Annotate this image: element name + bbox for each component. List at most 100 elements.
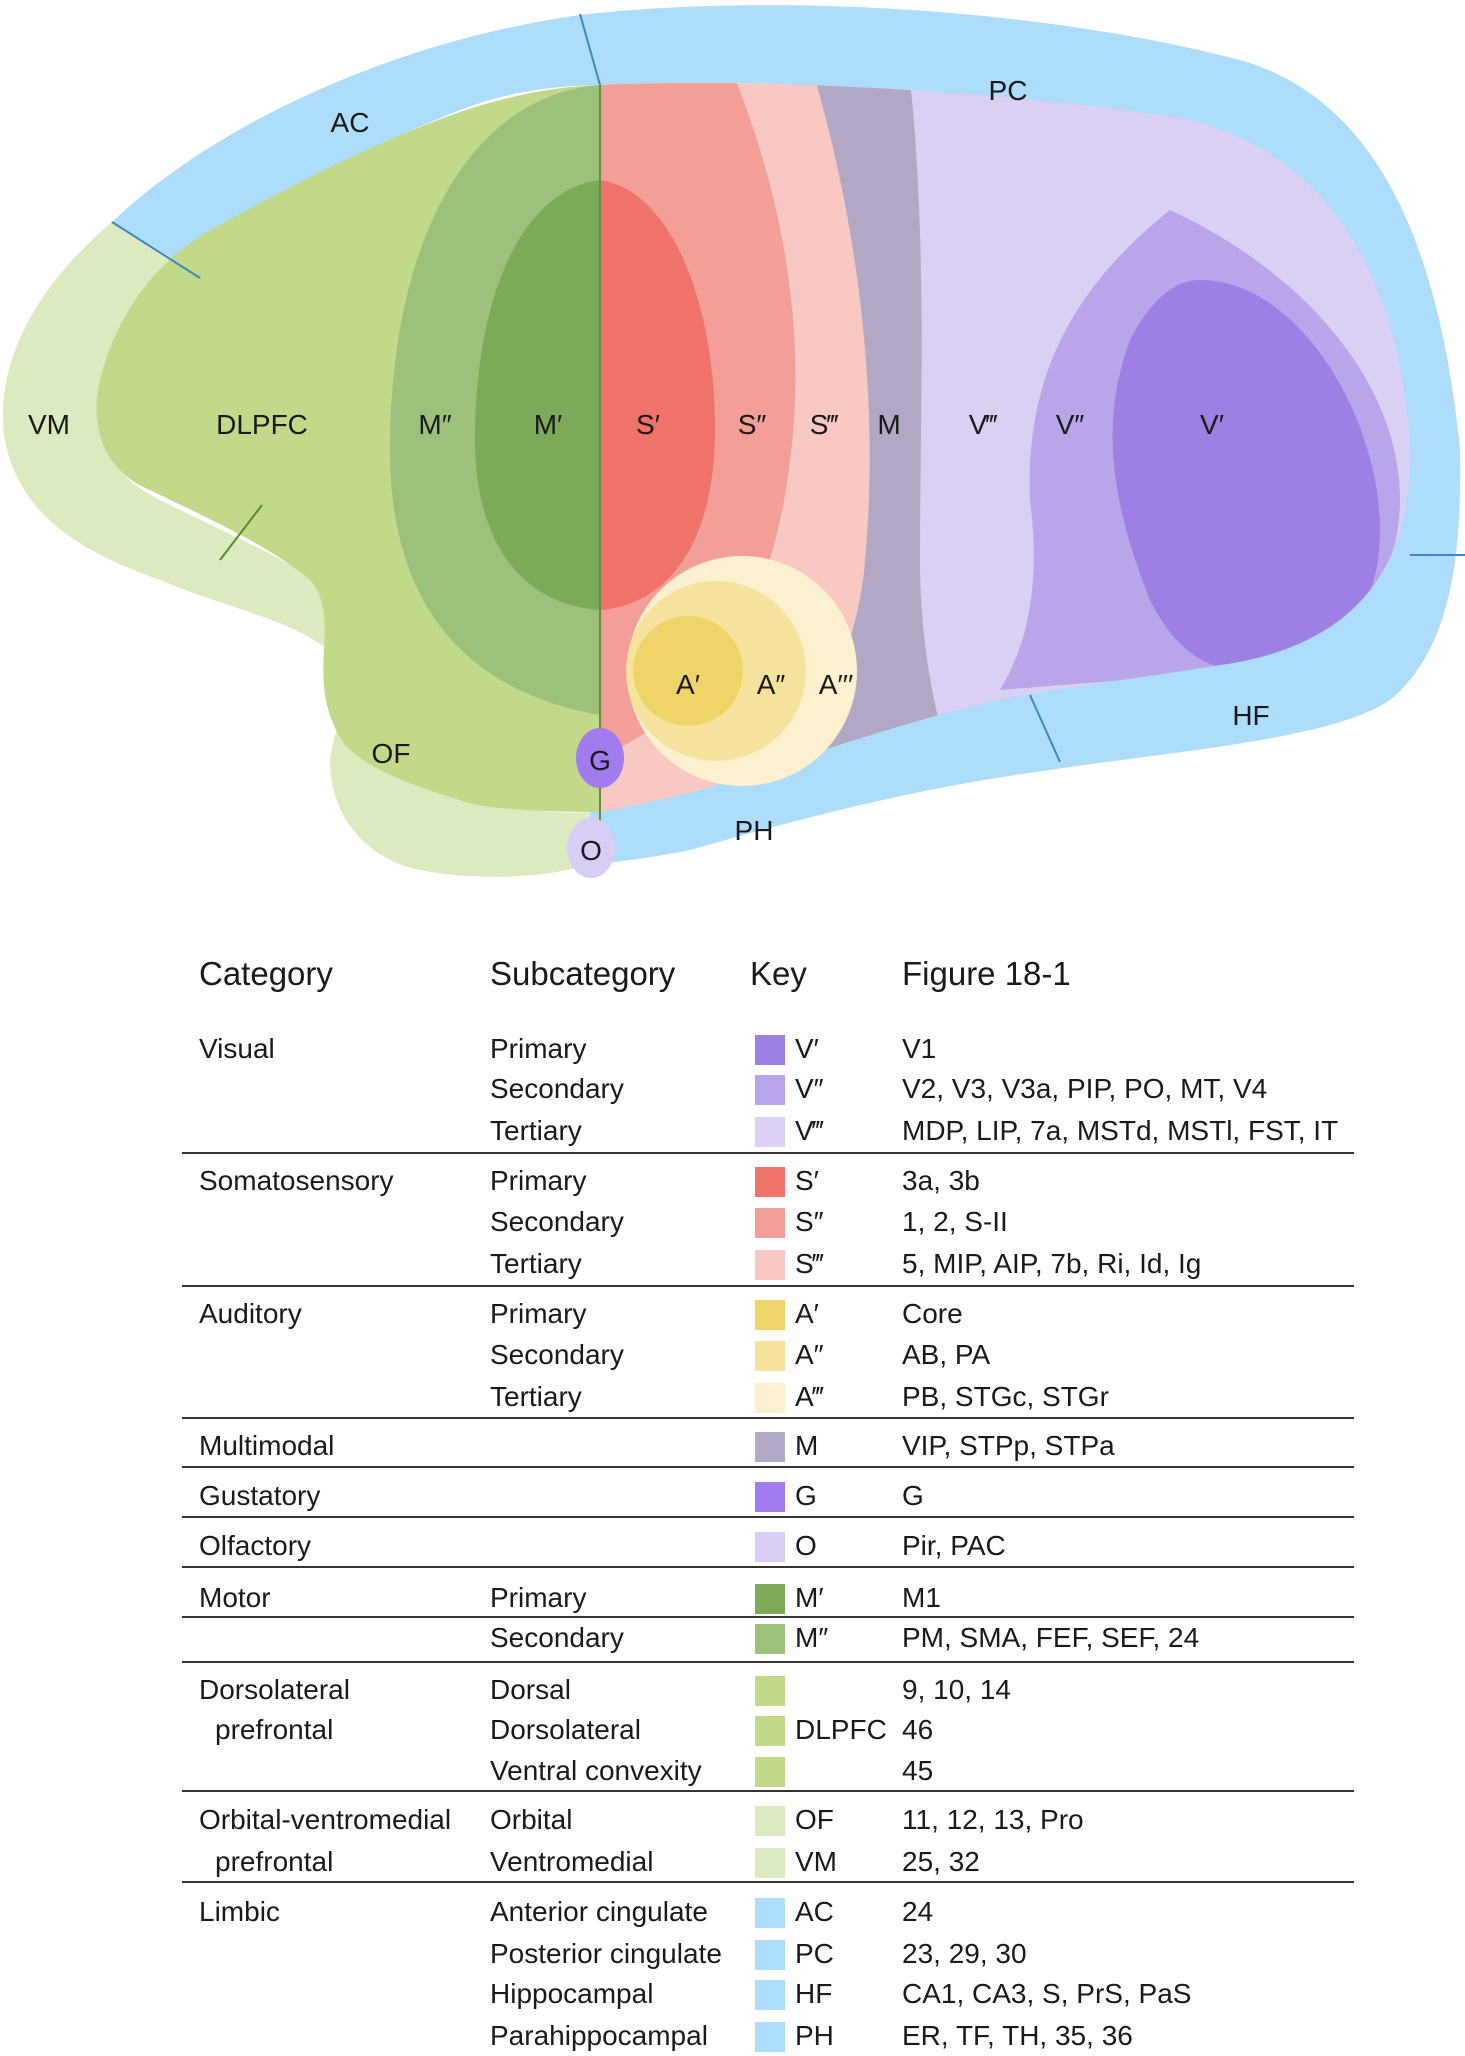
legend-table: Category Subcategory Key Figure 18-1 Vis… xyxy=(0,955,1465,2055)
cell-category: prefrontal xyxy=(215,1846,334,1877)
cell-subcategory: Anterior cingulate xyxy=(490,1896,708,1927)
cell-figure: AB, PA xyxy=(902,1339,991,1370)
label-OF: OF xyxy=(372,738,411,769)
cell-key: G xyxy=(795,1480,817,1511)
color-swatch xyxy=(755,1250,785,1280)
cell-category: Somatosensory xyxy=(199,1165,394,1196)
cell-subcategory: Primary xyxy=(490,1582,587,1613)
cell-key: OF xyxy=(795,1804,834,1835)
row-divider xyxy=(182,1516,1354,1518)
color-swatch xyxy=(755,1432,785,1462)
region-OF-VM xyxy=(2,222,591,877)
cell-subcategory: Tertiary xyxy=(490,1248,582,1279)
cell-category: Motor xyxy=(199,1582,271,1613)
cell-subcategory: Tertiary xyxy=(490,1381,582,1412)
cell-figure: G xyxy=(902,1480,924,1511)
cell-figure: 25, 32 xyxy=(902,1846,980,1877)
region-M1 xyxy=(475,180,600,610)
row-divider xyxy=(182,1790,1354,1792)
color-swatch xyxy=(755,1848,785,1878)
cell-category: prefrontal xyxy=(215,1714,334,1745)
label-A1: A′ xyxy=(676,669,700,700)
cell-subcategory: Posterior cingulate xyxy=(490,1938,722,1969)
cell-key: DLPFC xyxy=(795,1714,887,1745)
cell-category: Dorsolateral xyxy=(199,1674,350,1705)
cell-key: V′ xyxy=(795,1033,819,1064)
color-swatch xyxy=(755,1075,785,1105)
cell-key: M″ xyxy=(795,1622,829,1653)
cell-figure: MDP, LIP, 7a, MSTd, MSTl, FST, IT xyxy=(902,1115,1339,1146)
color-swatch xyxy=(755,1980,785,2010)
cell-figure: Pir, PAC xyxy=(902,1530,1006,1561)
label-M2: M″ xyxy=(418,409,451,440)
cell-figure: 24 xyxy=(902,1896,934,1927)
cell-subcategory: Secondary xyxy=(490,1622,624,1653)
cell-subcategory: Dorsolateral xyxy=(490,1714,641,1745)
color-swatch xyxy=(755,1757,785,1787)
cell-figure: 45 xyxy=(902,1755,934,1786)
label-O: O xyxy=(580,835,602,866)
cell-subcategory: Primary xyxy=(490,1165,587,1196)
label-AC: AC xyxy=(331,107,370,138)
label-PH: PH xyxy=(735,815,774,846)
header-figure: Figure 18-1 xyxy=(902,955,1071,992)
label-V2: V″ xyxy=(1056,409,1085,440)
label-M: M xyxy=(877,409,900,440)
row-divider xyxy=(182,1417,1354,1419)
cell-key: S″ xyxy=(795,1206,824,1237)
label-HF: HF xyxy=(1232,700,1269,731)
cell-subcategory: Hippocampal xyxy=(490,1978,654,2009)
row-divider xyxy=(182,1881,1354,1883)
color-swatch xyxy=(755,1300,785,1330)
color-swatch xyxy=(755,1341,785,1371)
cell-category: Limbic xyxy=(199,1896,280,1927)
row-divider xyxy=(182,1152,1354,1154)
cell-key: AC xyxy=(795,1896,834,1927)
label-S1: S′ xyxy=(636,409,660,440)
label-V3: V‴ xyxy=(969,409,998,440)
color-swatch xyxy=(755,1208,785,1238)
region-O xyxy=(567,818,615,878)
cell-key: VM xyxy=(795,1846,837,1877)
cell-key: M xyxy=(795,1430,819,1461)
cell-figure: Core xyxy=(902,1298,963,1329)
cell-figure: 9, 10, 14 xyxy=(902,1674,1011,1705)
color-swatch xyxy=(755,1898,785,1928)
region-G xyxy=(576,728,624,788)
color-swatch xyxy=(755,1940,785,1970)
label-S2: S″ xyxy=(738,409,767,440)
cell-figure: 23, 29, 30 xyxy=(902,1938,1027,1969)
label-A3: A′′′ xyxy=(819,669,853,700)
region-S1 xyxy=(600,180,715,610)
cell-key: HF xyxy=(795,1978,833,2009)
color-swatch xyxy=(755,1716,785,1746)
cell-key: A′ xyxy=(795,1298,819,1329)
region-V1 xyxy=(1112,280,1380,672)
cell-figure: ER, TF, TH, 35, 36 xyxy=(902,2020,1133,2051)
cell-key: S‴ xyxy=(795,1248,824,1279)
cell-figure: VIP, STPp, STPa xyxy=(902,1430,1115,1461)
cell-subcategory: Tertiary xyxy=(490,1115,582,1146)
label-G: G xyxy=(589,745,611,776)
label-V1: V′ xyxy=(1200,409,1224,440)
cell-figure: 5, MIP, AIP, 7b, Ri, Id, Ig xyxy=(902,1248,1202,1279)
cell-figure: V1 xyxy=(902,1033,937,1064)
cell-category: Auditory xyxy=(199,1298,302,1329)
label-PC: PC xyxy=(989,75,1028,106)
cell-figure: V2, V3, V3a, PIP, PO, MT, V4 xyxy=(902,1073,1268,1104)
color-swatch xyxy=(755,1806,785,1836)
cell-figure: 46 xyxy=(902,1714,934,1745)
label-S3: S‴ xyxy=(810,409,839,440)
region-A1 xyxy=(633,616,743,726)
cell-key: A‴ xyxy=(795,1381,824,1412)
cell-category: Multimodal xyxy=(199,1430,335,1461)
cell-subcategory: Parahippocampal xyxy=(490,2020,708,2051)
cell-subcategory: Ventromedial xyxy=(490,1846,654,1877)
label-A2: A″ xyxy=(757,669,786,700)
cell-key: M′ xyxy=(795,1582,824,1613)
label-DLPFC: DLPFC xyxy=(216,409,308,440)
cell-subcategory: Secondary xyxy=(490,1206,624,1237)
color-swatch xyxy=(755,1584,785,1614)
row-divider xyxy=(182,1616,1354,1618)
cell-category: Olfactory xyxy=(199,1530,312,1561)
